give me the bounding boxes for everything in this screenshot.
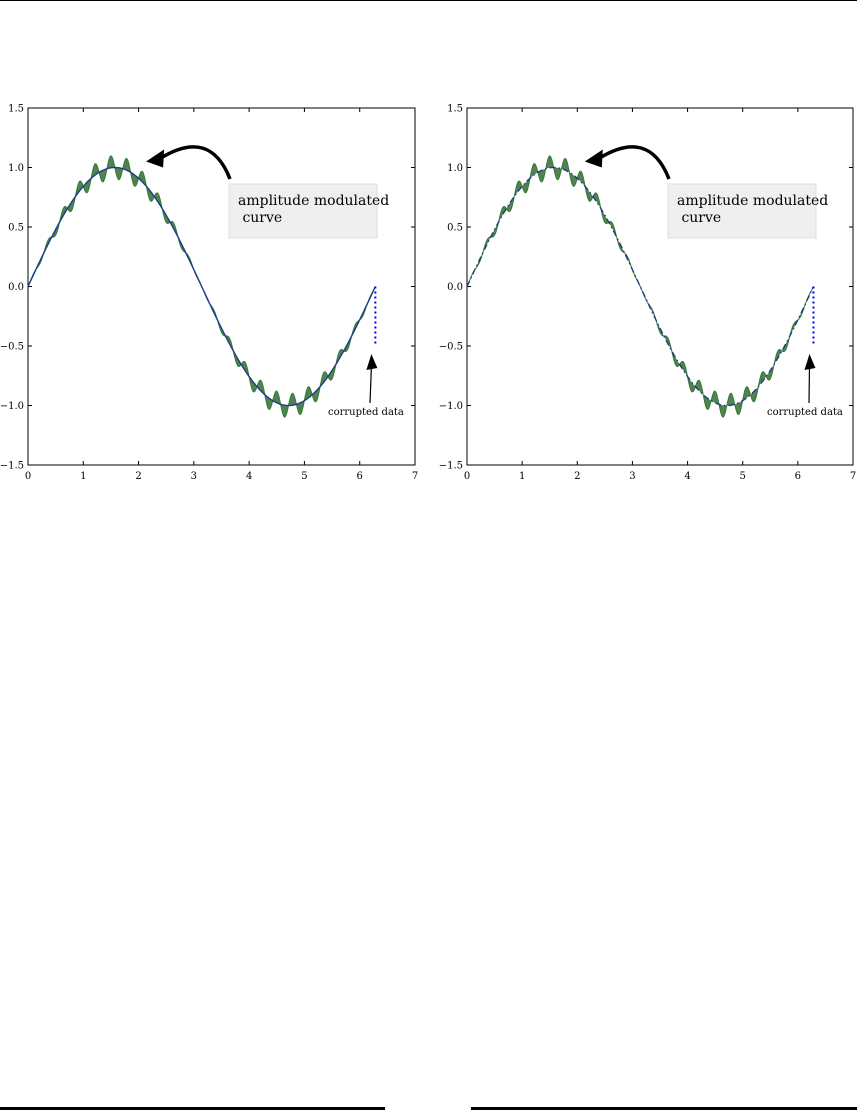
y-tick-label: 1.0 [8,163,24,174]
x-tick-label: 5 [740,471,746,482]
annotation-text: curve [677,210,721,226]
corrupted-data-label: corrupted data [328,407,404,418]
x-tick-label: 1 [519,471,525,482]
annotation-box [667,183,817,239]
annotation-text: amplitude modulated [677,193,828,209]
plot-frame [27,107,416,466]
footer-rule-right [471,1107,857,1110]
annotation-arrowhead [146,149,165,168]
y-tick-label: 1.5 [8,104,24,115]
y-tick-label: 0.5 [447,223,463,234]
annotation-text: amplitude modulated [238,193,389,209]
chart-panel-1: 0 1 2 3 4 5 6 7 1.5 1.0 0.5 0.0 −0.5 −1.0 −1.5 amplitud… [0,104,418,483]
sine-curve [466,166,815,407]
sine-curve [27,166,377,407]
x-tick-label: 7 [850,471,856,482]
x-tick-label: 6 [795,471,801,482]
annotation-text: curve [238,210,282,226]
x-tick-label: 4 [246,471,252,482]
corrupted-data-label: corrupted data [767,407,843,418]
x-tick-label: 2 [574,471,580,482]
x-tick-label: 5 [301,471,307,482]
x-tick-label: 7 [412,471,418,482]
corrupted-arrowhead [366,353,378,370]
top-rule [0,0,857,1]
x-tick-label: 3 [629,471,635,482]
y-tick-label: −1.0 [0,401,24,412]
y-tick-label: −0.5 [439,342,463,353]
x-tick-label: 4 [684,471,690,482]
y-tick-label: 0.0 [8,282,24,293]
chart-panel-2: 0 1 2 3 4 5 6 7 1.5 1.0 0.5 0.0 −0.5 −1.0 −1.5 amplitud… [439,104,856,483]
modulated-curve [466,155,814,418]
y-tick-label: 1.0 [447,163,463,174]
x-tick-label: 0 [464,471,470,482]
y-tick-label: 0.0 [447,282,463,293]
x-tick-label: 3 [191,471,197,482]
plot-frame [466,107,854,466]
annotation-box [228,183,378,239]
x-tick-label: 2 [135,471,141,482]
y-tick-label: −1.5 [0,461,24,472]
y-tick-label: 1.5 [447,104,463,115]
y-tick-label: 0.5 [8,223,24,234]
y-tick-label: −0.5 [0,342,24,353]
annotation-arrow [597,145,671,180]
x-tick-label: 6 [357,471,363,482]
x-tick-label: 0 [25,471,31,482]
y-tick-label: −1.0 [439,401,463,412]
annotation-arrowhead [584,149,603,168]
corrupted-arrow [369,367,372,404]
x-tick-label: 1 [80,471,86,482]
y-tick-label: −1.5 [439,461,463,472]
footer-rule-left [0,1107,385,1110]
annotation-arrow [159,145,232,180]
corrupted-arrowhead [804,353,816,370]
